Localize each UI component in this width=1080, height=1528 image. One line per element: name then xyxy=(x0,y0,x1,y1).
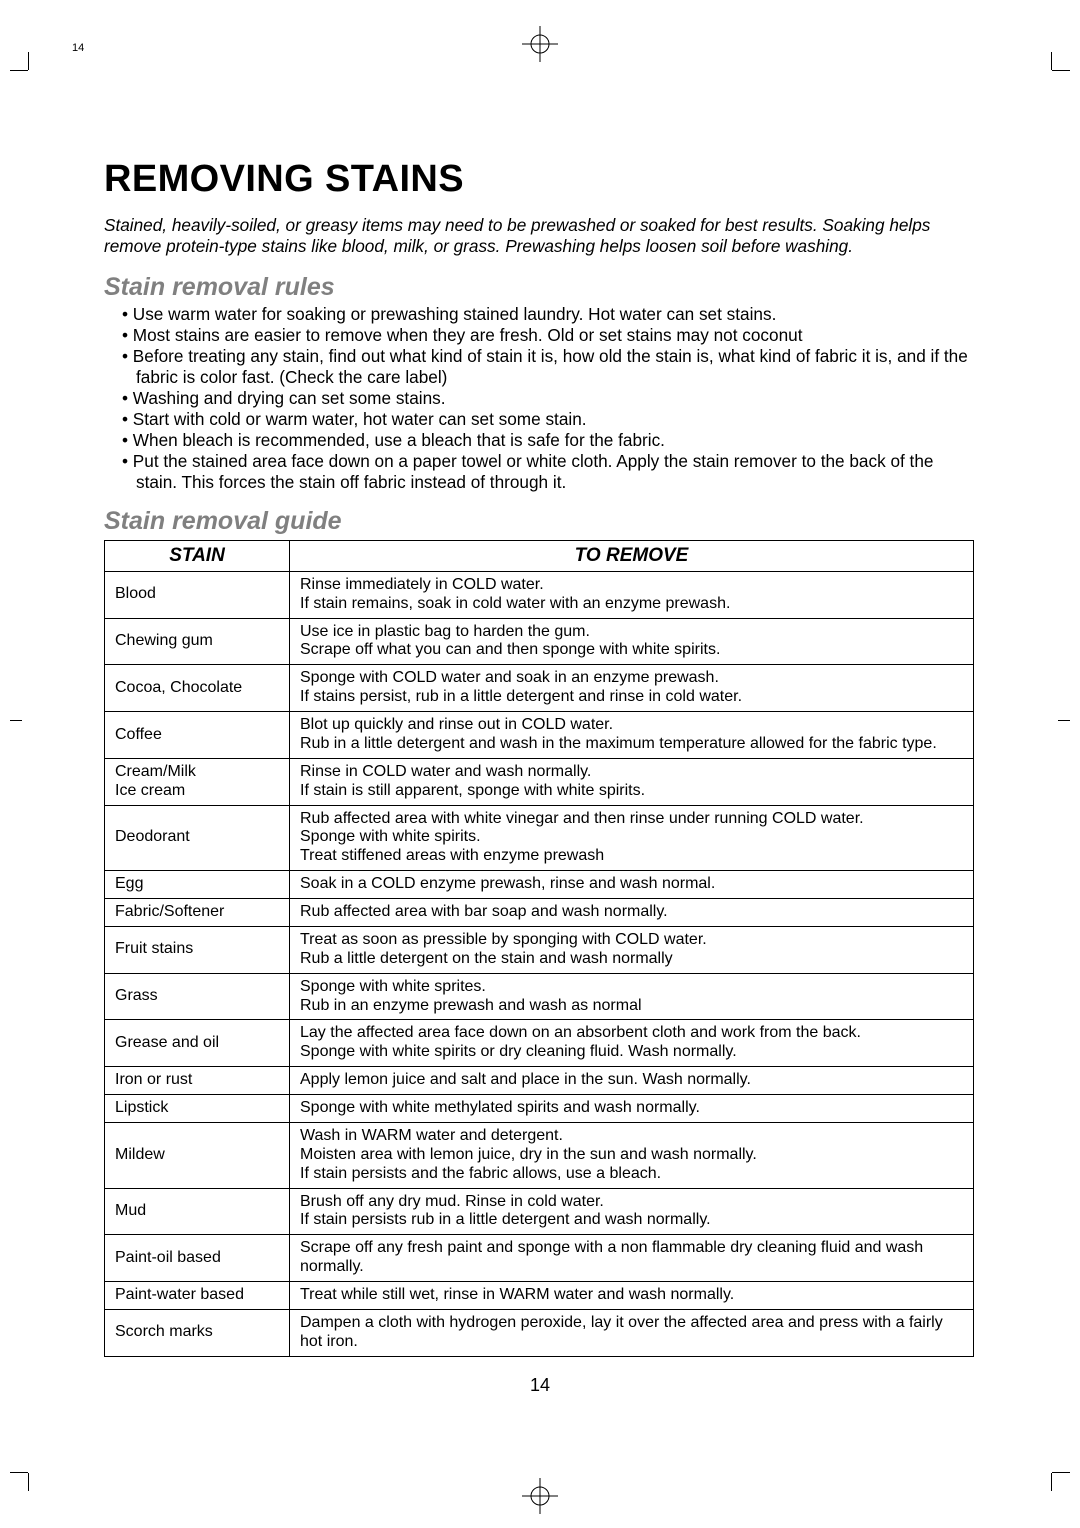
rule-item: Before treating any stain, find out what… xyxy=(122,346,974,388)
table-row: MudBrush off any dry mud. Rinse in cold … xyxy=(105,1188,974,1235)
stain-cell: Grass xyxy=(105,973,290,1020)
stain-cell: Blood xyxy=(105,571,290,618)
table-row: DeodorantRub affected area with white vi… xyxy=(105,805,974,871)
stain-cell: Cream/MilkIce cream xyxy=(105,758,290,805)
remove-cell: Blot up quickly and rinse out in COLD wa… xyxy=(290,712,974,759)
stain-guide-table: STAIN TO REMOVE BloodRinse immediately i… xyxy=(104,540,974,1357)
crop-mark xyxy=(1051,52,1052,70)
remove-cell: Rub affected area with white vinegar and… xyxy=(290,805,974,871)
remove-cell: Sponge with COLD water and soak in an en… xyxy=(290,665,974,712)
table-row: Cream/MilkIce creamRinse in COLD water a… xyxy=(105,758,974,805)
table-row: Cocoa, ChocolateSponge with COLD water a… xyxy=(105,665,974,712)
intro-paragraph: Stained, heavily-soiled, or greasy items… xyxy=(104,215,974,257)
stain-cell: Iron or rust xyxy=(105,1067,290,1095)
remove-cell: Rinse immediately in COLD water.If stain… xyxy=(290,571,974,618)
table-row: LipstickSponge with white methylated spi… xyxy=(105,1095,974,1123)
table-row: CoffeeBlot up quickly and rinse out in C… xyxy=(105,712,974,759)
stain-cell: Paint-water based xyxy=(105,1282,290,1310)
remove-cell: Scrape off any fresh paint and sponge wi… xyxy=(290,1235,974,1282)
remove-cell: Use ice in plastic bag to harden the gum… xyxy=(290,618,974,665)
rule-item: Washing and drying can set some stains. xyxy=(122,388,974,409)
table-row: Paint-oil basedScrape off any fresh pain… xyxy=(105,1235,974,1282)
stain-cell: Chewing gum xyxy=(105,618,290,665)
crop-mark xyxy=(1058,720,1070,721)
stain-cell: Mildew xyxy=(105,1122,290,1188)
rule-item: Put the stained area face down on a pape… xyxy=(122,451,974,493)
stain-cell: Grease and oil xyxy=(105,1020,290,1067)
rule-item: Start with cold or warm water, hot water… xyxy=(122,409,974,430)
rule-item: Use warm water for soaking or prewashing… xyxy=(122,304,974,325)
stain-cell: Cocoa, Chocolate xyxy=(105,665,290,712)
remove-cell: Wash in WARM water and detergent.Moisten… xyxy=(290,1122,974,1188)
crop-mark xyxy=(28,1473,29,1491)
crop-mark xyxy=(10,1472,28,1473)
table-row: Scorch marksDampen a cloth with hydrogen… xyxy=(105,1309,974,1356)
crop-mark xyxy=(1051,1473,1052,1491)
rule-item: When bleach is recommended, use a bleach… xyxy=(122,430,974,451)
table-row: Fabric/SoftenerRub affected area with ba… xyxy=(105,899,974,927)
registration-mark-icon xyxy=(522,26,558,62)
page-number-bottom: 14 xyxy=(0,1375,1080,1396)
rules-list: Use warm water for soaking or prewashing… xyxy=(122,304,974,493)
table-row: Paint-water basedTreat while still wet, … xyxy=(105,1282,974,1310)
crop-mark xyxy=(1052,1472,1070,1473)
remove-cell: Sponge with white methylated spirits and… xyxy=(290,1095,974,1123)
table-row: Fruit stainsTreat as soon as pressible b… xyxy=(105,926,974,973)
crop-mark xyxy=(10,70,28,71)
table-row: MildewWash in WARM water and detergent.M… xyxy=(105,1122,974,1188)
rule-item: Most stains are easier to remove when th… xyxy=(122,325,974,346)
section-heading-rules: Stain removal rules xyxy=(104,273,974,302)
remove-cell: Treat as soon as pressible by sponging w… xyxy=(290,926,974,973)
remove-cell: Lay the affected area face down on an ab… xyxy=(290,1020,974,1067)
stain-cell: Deodorant xyxy=(105,805,290,871)
remove-cell: Rub affected area with bar soap and wash… xyxy=(290,899,974,927)
table-row: BloodRinse immediately in COLD water.If … xyxy=(105,571,974,618)
remove-cell: Brush off any dry mud. Rinse in cold wat… xyxy=(290,1188,974,1235)
table-header-remove: TO REMOVE xyxy=(290,540,974,571)
stain-cell: Fabric/Softener xyxy=(105,899,290,927)
stain-cell: Fruit stains xyxy=(105,926,290,973)
remove-cell: Soak in a COLD enzyme prewash, rinse and… xyxy=(290,871,974,899)
page-title: REMOVING STAINS xyxy=(104,158,974,201)
remove-cell: Sponge with white sprites.Rub in an enzy… xyxy=(290,973,974,1020)
stain-cell: Paint-oil based xyxy=(105,1235,290,1282)
crop-mark xyxy=(28,52,29,70)
stain-cell: Coffee xyxy=(105,712,290,759)
stain-cell: Scorch marks xyxy=(105,1309,290,1356)
stain-cell: Lipstick xyxy=(105,1095,290,1123)
table-row: EggSoak in a COLD enzyme prewash, rinse … xyxy=(105,871,974,899)
page-content: REMOVING STAINS Stained, heavily-soiled,… xyxy=(104,158,974,1357)
table-row: Grease and oilLay the affected area face… xyxy=(105,1020,974,1067)
page-number-top: 14 xyxy=(72,42,84,54)
table-header-stain: STAIN xyxy=(105,540,290,571)
remove-cell: Treat while still wet, rinse in WARM wat… xyxy=(290,1282,974,1310)
remove-cell: Dampen a cloth with hydrogen peroxide, l… xyxy=(290,1309,974,1356)
registration-mark-icon xyxy=(522,1478,558,1514)
section-heading-guide: Stain removal guide xyxy=(104,507,974,536)
table-row: GrassSponge with white sprites.Rub in an… xyxy=(105,973,974,1020)
remove-cell: Rinse in COLD water and wash normally.If… xyxy=(290,758,974,805)
table-row: Iron or rustApply lemon juice and salt a… xyxy=(105,1067,974,1095)
remove-cell: Apply lemon juice and salt and place in … xyxy=(290,1067,974,1095)
table-row: Chewing gumUse ice in plastic bag to har… xyxy=(105,618,974,665)
crop-mark xyxy=(10,720,22,721)
stain-cell: Egg xyxy=(105,871,290,899)
crop-mark xyxy=(1052,70,1070,71)
stain-cell: Mud xyxy=(105,1188,290,1235)
